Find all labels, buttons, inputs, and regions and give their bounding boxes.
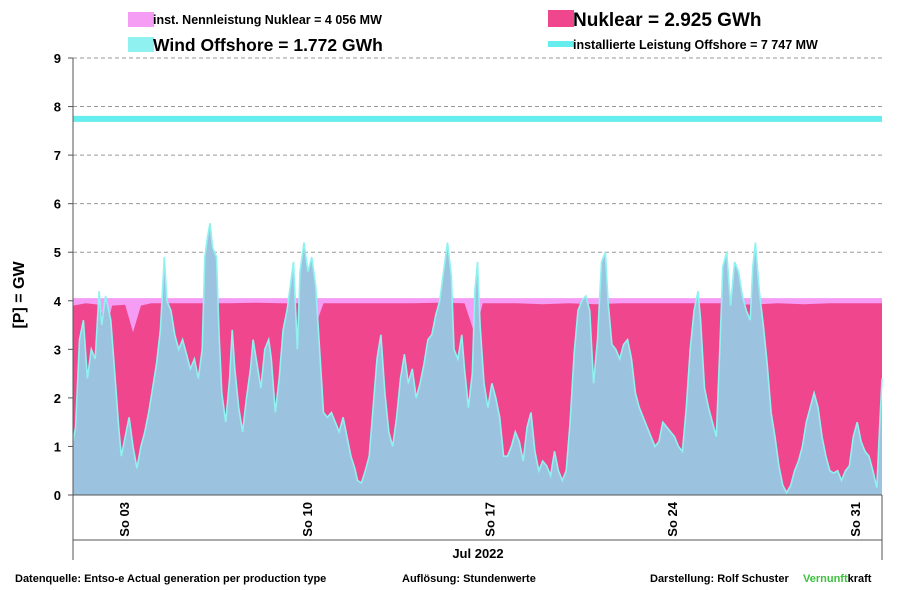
y-tick-label-9: 9 — [54, 51, 61, 66]
legend-label-wind: Wind Offshore = 1.772 GWh — [153, 35, 383, 55]
x-tick-label-2: So 17 — [483, 502, 498, 537]
legend-label-nuklear-capacity: inst. Nennleistung Nuklear = 4 056 MW — [153, 13, 382, 27]
y-tick-label-8: 8 — [54, 100, 61, 115]
footer-brand: Vernunftkraft — [803, 573, 872, 585]
x-axis-label: Jul 2022 — [452, 546, 503, 561]
wind-offshore-line — [72, 222, 883, 495]
y-axis-label: [P] = GW — [11, 261, 28, 329]
wind-offshore-area — [73, 223, 882, 495]
y-tick-label-5: 5 — [54, 245, 61, 260]
y-tick-label-6: 6 — [54, 197, 61, 212]
legend-label-offshore-capacity: installierte Leistung Offshore = 7 747 M… — [573, 38, 818, 52]
legend-label-nuklear: Nuklear = 2.925 GWh — [573, 10, 762, 31]
x-tick-label-1: So 10 — [300, 502, 315, 537]
y-tick-label-7: 7 — [54, 148, 61, 163]
axes: 0 1 2 3 4 5 6 7 8 9 So 03 So 10 So 17 So 24 So 31 — [54, 51, 883, 560]
area-series — [72, 222, 883, 495]
footer-brand-green: Vernunft — [803, 573, 848, 585]
legend-swatch-wind — [128, 37, 154, 52]
y-tick-label-0: 0 — [54, 488, 61, 503]
footer-resolution: Auflösung: Stundenwerte — [402, 573, 536, 585]
legend-swatch-nuklear — [548, 10, 574, 27]
legend-swatch-nuklear-capacity — [128, 12, 154, 27]
x-tick-label-3: So 24 — [665, 501, 680, 536]
footer-source: Datenquelle: Entso-e Actual generation p… — [15, 573, 326, 585]
x-tick-label-4: So 31 — [848, 502, 863, 537]
y-tick-label-3: 3 — [54, 342, 61, 357]
y-tick-label-4: 4 — [54, 294, 62, 309]
y-tick-label-2: 2 — [54, 391, 61, 406]
footer-author: Darstellung: Rolf Schuster — [650, 573, 789, 585]
legend: inst. Nennleistung Nuklear = 4 056 MW Nu… — [128, 10, 818, 55]
y-tick-label-1: 1 — [54, 439, 61, 454]
footer: Datenquelle: Entso-e Actual generation p… — [15, 573, 872, 585]
footer-brand-rest: kraft — [848, 573, 872, 585]
x-tick-label-0: So 03 — [117, 502, 132, 537]
